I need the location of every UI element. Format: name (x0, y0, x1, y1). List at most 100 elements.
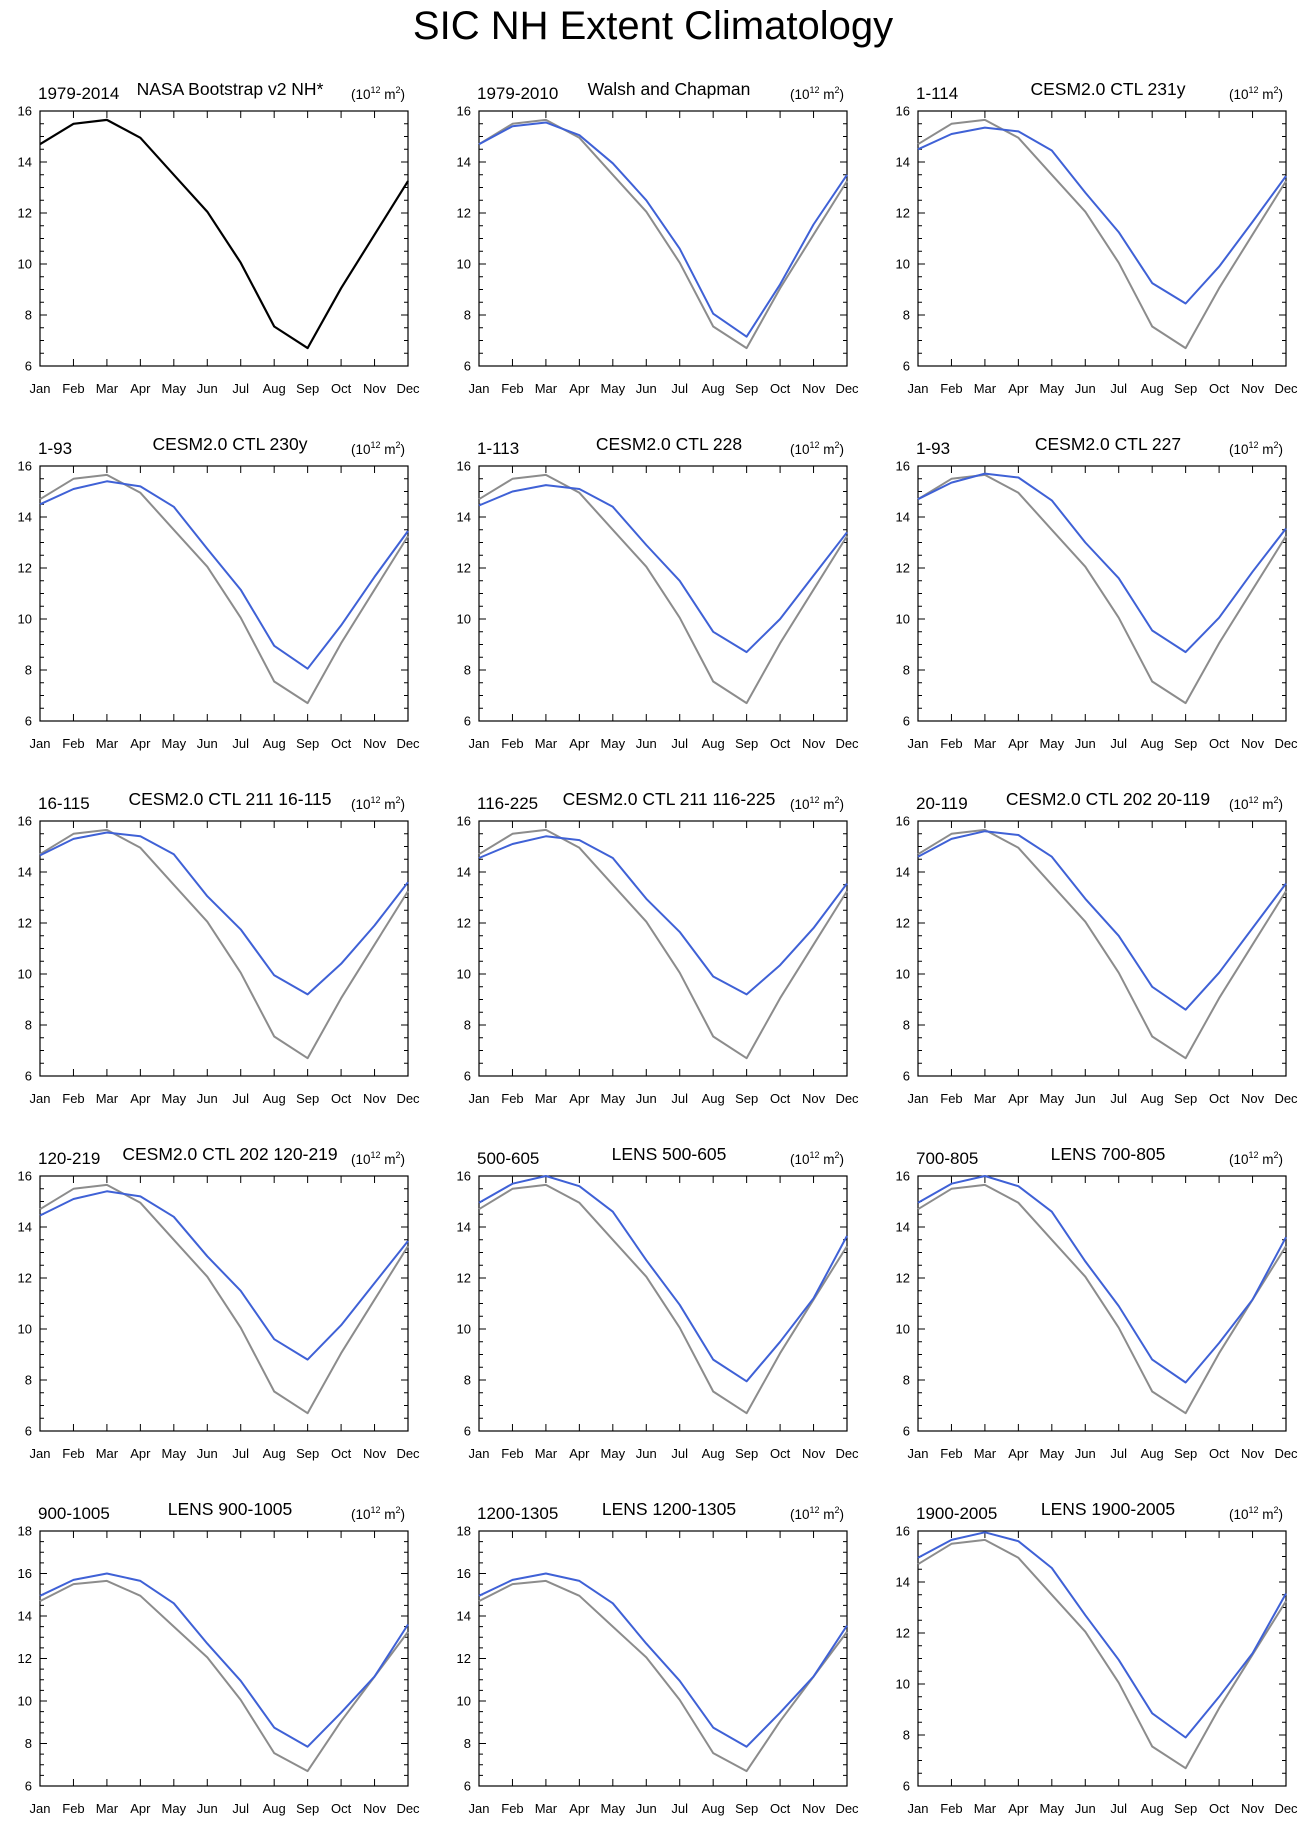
x-tick-label: Feb (940, 381, 962, 396)
y-tick-label: 14 (18, 510, 32, 525)
x-tick-label: Jan (469, 1091, 490, 1106)
x-tick-label: May (601, 736, 626, 751)
x-tick-label: Aug (263, 1801, 286, 1816)
x-tick-label: Dec (1274, 1091, 1298, 1106)
x-tick-label: Jun (636, 1091, 657, 1106)
units-part: (10 (351, 797, 371, 812)
x-tick-label: May (1040, 1446, 1065, 1461)
y-tick-label: 14 (896, 1575, 910, 1590)
units-part: m (1258, 1152, 1273, 1167)
x-tick-label: Mar (96, 1091, 119, 1106)
series-line-observation (39, 118, 409, 350)
y-tick-label: 12 (457, 1651, 471, 1666)
units-part: m (380, 1507, 395, 1522)
panel-center-title: NASA Bootstrap v2 NH* (137, 79, 324, 99)
panel-units-label: (1012 m2) (1229, 85, 1283, 102)
x-tick-label: Jul (671, 381, 688, 396)
y-tick-label: 12 (18, 1271, 32, 1286)
y-tick-label: 16 (457, 1566, 471, 1581)
units-part: 2 (1273, 440, 1278, 450)
units-part: ) (840, 1507, 845, 1522)
y-tick-label: 16 (896, 459, 910, 474)
x-tick-label: Jun (1075, 1091, 1096, 1106)
panel-units-label: (1012 m2) (351, 1150, 405, 1167)
x-tick-label: Oct (1209, 1446, 1230, 1461)
x-tick-label: Nov (363, 1091, 387, 1106)
units-part: ) (1279, 1152, 1284, 1167)
y-tick-label: 16 (896, 814, 910, 829)
y-tick-label: 12 (18, 561, 32, 576)
series-line-model (39, 480, 409, 670)
units-part: ) (840, 442, 845, 457)
series-line-model (478, 1572, 848, 1748)
y-tick-label: 10 (457, 967, 471, 982)
x-tick-label: Jun (636, 736, 657, 751)
y-tick-label: 16 (457, 459, 471, 474)
x-tick-label: Sep (735, 1091, 758, 1106)
panel-left-title: 700-805 (916, 1149, 978, 1168)
chart-panel-7: Jan Feb Mar Apr May Jun Jul Aug Sep Oct Nov Dec 6 8 10… (18, 789, 421, 1106)
chart-panel-14: Jan Feb Mar Apr May Jun Jul Aug Sep Oct Nov Dec 6 8 10… (457, 1499, 860, 1816)
x-tick-label: Jul (232, 1446, 249, 1461)
x-tick-label: Aug (1141, 381, 1164, 396)
x-tick-label: Jul (671, 736, 688, 751)
panel-center-title: LENS 700-805 (1051, 1144, 1166, 1164)
x-tick-label: Oct (331, 736, 352, 751)
x-tick-label: May (1040, 1091, 1065, 1106)
y-tick-label: 8 (464, 308, 471, 323)
x-tick-label: Apr (130, 1801, 151, 1816)
x-tick-label: Sep (296, 736, 319, 751)
units-part: 12 (370, 795, 380, 805)
y-tick-label: 8 (464, 1373, 471, 1388)
x-tick-label: Mar (535, 1091, 558, 1106)
x-tick-label: Jan (469, 1446, 490, 1461)
units-part: 12 (370, 440, 380, 450)
panel-units-label: (1012 m2) (790, 1150, 844, 1167)
x-tick-label: Sep (735, 381, 758, 396)
y-tick-label: 16 (457, 814, 471, 829)
x-tick-label: Aug (1141, 1446, 1164, 1461)
x-tick-label: Jul (671, 1446, 688, 1461)
panel-center-title: LENS 500-605 (612, 1144, 727, 1164)
series-line-reference (39, 473, 409, 705)
series-line-reference (917, 118, 1287, 350)
y-tick-label: 8 (903, 1728, 910, 1743)
units-part: (10 (1229, 1507, 1249, 1522)
x-tick-label: Oct (1209, 381, 1230, 396)
y-tick-label: 6 (903, 359, 910, 374)
units-part: 12 (1248, 1150, 1258, 1160)
chart-panel-1: Jan Feb Mar Apr May Jun Jul Aug Sep Oct Nov Dec 6 8 10… (18, 79, 421, 396)
x-tick-label: Dec (835, 381, 859, 396)
x-tick-label: Jan (469, 381, 490, 396)
x-tick-label: May (162, 1446, 187, 1461)
units-part: ) (840, 87, 845, 102)
x-tick-label: Apr (569, 1446, 590, 1461)
x-tick-label: Jan (469, 736, 490, 751)
x-tick-label: Sep (1174, 381, 1197, 396)
panel-left-title: 900-1005 (38, 1504, 110, 1523)
x-tick-label: Oct (1209, 1801, 1230, 1816)
series-line-model (917, 126, 1287, 305)
units-part: 12 (1248, 795, 1258, 805)
y-tick-label: 8 (903, 308, 910, 323)
y-tick-label: 14 (18, 1609, 32, 1624)
x-tick-label: Oct (331, 381, 352, 396)
units-part: (10 (1229, 442, 1249, 457)
x-tick-label: Mar (96, 1801, 119, 1816)
units-part: 12 (1248, 1505, 1258, 1515)
x-tick-label: Jun (636, 1446, 657, 1461)
y-tick-label: 10 (457, 1322, 471, 1337)
units-part: 12 (370, 1150, 380, 1160)
units-part: (10 (351, 87, 371, 102)
x-tick-label: Jan (908, 1446, 929, 1461)
y-tick-label: 8 (25, 1736, 32, 1751)
x-tick-label: May (1040, 1801, 1065, 1816)
y-tick-label: 14 (457, 155, 471, 170)
x-tick-label: Aug (702, 1446, 725, 1461)
x-tick-label: Jan (30, 1091, 51, 1106)
x-tick-label: Oct (770, 1091, 791, 1106)
x-tick-label: Feb (940, 1091, 962, 1106)
panel-center-title: LENS 1200-1305 (602, 1499, 736, 1519)
x-tick-label: Apr (1008, 1801, 1029, 1816)
x-tick-label: Jul (1110, 1801, 1127, 1816)
